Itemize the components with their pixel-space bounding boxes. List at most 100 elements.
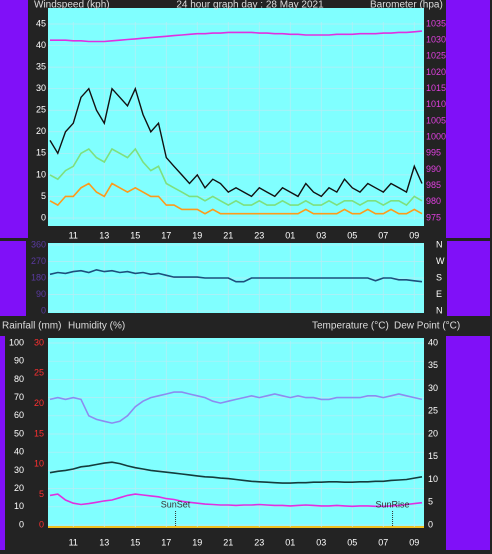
y-tick-label: 360 bbox=[31, 239, 46, 249]
series-line bbox=[49, 461, 423, 484]
x-tick-label: 23 bbox=[254, 230, 264, 240]
series-line bbox=[49, 268, 423, 283]
x-tick-label: 03 bbox=[316, 537, 326, 547]
series-line bbox=[49, 86, 423, 198]
y3-tick-label: 10 bbox=[34, 459, 44, 469]
y2-tick-label: 30 bbox=[428, 383, 438, 393]
y-tick-label: 50 bbox=[14, 428, 24, 438]
side-panel bbox=[446, 336, 490, 550]
y2-tick-label: 975 bbox=[426, 212, 441, 222]
axis-label: Rainfall (mm) bbox=[2, 321, 61, 332]
y2-tick-label: E bbox=[436, 289, 442, 299]
axis-label: Temperature (°C) bbox=[312, 321, 389, 332]
y2-tick-label: 1030 bbox=[426, 35, 446, 45]
x-tick-label: 19 bbox=[192, 537, 202, 547]
side-panel bbox=[446, 0, 490, 238]
y-tick-label: 25 bbox=[36, 105, 46, 115]
y-tick-label: 0 bbox=[41, 212, 46, 222]
axis-label: Barometer (hpa) bbox=[370, 0, 443, 11]
y-tick-label: 35 bbox=[36, 61, 46, 71]
chart-title: 24 hour graph day : 28 May 2021 bbox=[176, 0, 324, 11]
y2-tick-label: 40 bbox=[428, 337, 438, 347]
y-tick-label: 60 bbox=[14, 410, 24, 420]
y3-tick-label: 30 bbox=[34, 337, 44, 347]
y3-tick-label: 5 bbox=[39, 489, 44, 499]
y2-tick-label: 35 bbox=[428, 360, 438, 370]
y2-tick-label: N bbox=[436, 239, 443, 249]
y-tick-label: 10 bbox=[36, 169, 46, 179]
y-tick-label: 10 bbox=[14, 501, 24, 511]
y-tick-label: 90 bbox=[14, 356, 24, 366]
x-tick-label: 07 bbox=[378, 537, 388, 547]
annotation: SunRise bbox=[376, 499, 410, 509]
y-tick-label: 270 bbox=[31, 256, 46, 266]
y-tick-label: 0 bbox=[41, 305, 46, 315]
y2-tick-label: 20 bbox=[428, 428, 438, 438]
x-tick-label: 17 bbox=[161, 230, 171, 240]
y2-tick-label: S bbox=[436, 272, 442, 282]
y2-tick-label: 990 bbox=[426, 164, 441, 174]
y3-tick-label: 20 bbox=[34, 398, 44, 408]
y-tick-label: 15 bbox=[36, 148, 46, 158]
x-tick-label: 17 bbox=[161, 537, 171, 547]
plot-area bbox=[48, 338, 424, 528]
x-tick-label: 11 bbox=[69, 537, 78, 547]
x-tick-label: 05 bbox=[347, 537, 357, 547]
x-tick-label: 09 bbox=[409, 230, 419, 240]
y3-tick-label: 15 bbox=[34, 428, 44, 438]
y-tick-label: 40 bbox=[36, 40, 46, 50]
y-tick-label: 30 bbox=[14, 465, 24, 475]
side-panel bbox=[447, 241, 490, 316]
y-tick-label: 180 bbox=[31, 272, 46, 282]
y-tick-label: 30 bbox=[36, 83, 46, 93]
y2-tick-label: 5 bbox=[428, 497, 433, 507]
series-line bbox=[49, 147, 423, 207]
x-tick-label: 21 bbox=[223, 230, 233, 240]
side-panel bbox=[0, 241, 26, 316]
y-tick-label: 5 bbox=[41, 191, 46, 201]
x-tick-label: 09 bbox=[409, 537, 419, 547]
x-tick-label: 05 bbox=[347, 230, 357, 240]
x-tick-label: 01 bbox=[285, 230, 295, 240]
y-tick-label: 0 bbox=[19, 519, 24, 529]
y-tick-label: 40 bbox=[14, 447, 24, 457]
y-tick-label: 100 bbox=[9, 337, 24, 347]
y-tick-label: 20 bbox=[14, 483, 24, 493]
y2-tick-label: 15 bbox=[428, 451, 438, 461]
y2-tick-label: 1000 bbox=[426, 132, 446, 142]
y2-tick-label: N bbox=[436, 305, 443, 315]
x-tick-label: 13 bbox=[99, 537, 109, 547]
x-tick-label: 15 bbox=[130, 537, 140, 547]
y2-tick-label: 1035 bbox=[426, 18, 446, 28]
y-tick-label: 70 bbox=[14, 392, 24, 402]
series-line bbox=[49, 391, 423, 424]
y2-tick-label: 1010 bbox=[426, 99, 446, 109]
y2-tick-label: 980 bbox=[426, 196, 441, 206]
axis-label: Windspeed (kph) bbox=[34, 0, 110, 11]
side-panel bbox=[0, 0, 28, 238]
x-tick-label: 15 bbox=[130, 230, 140, 240]
series-line bbox=[49, 493, 423, 508]
annotation: SunSet bbox=[161, 499, 191, 509]
axis-label: Dew Point (°C) bbox=[394, 321, 460, 332]
y2-tick-label: 1005 bbox=[426, 115, 446, 125]
y-tick-label: 90 bbox=[36, 289, 46, 299]
y-tick-label: 80 bbox=[14, 374, 24, 384]
axis-label: Humidity (%) bbox=[68, 321, 125, 332]
x-tick-label: 21 bbox=[223, 537, 233, 547]
x-tick-label: 13 bbox=[99, 230, 109, 240]
y3-tick-label: 0 bbox=[39, 519, 44, 529]
y2-tick-label: 1015 bbox=[426, 83, 446, 93]
y2-tick-label: 25 bbox=[428, 406, 438, 416]
y2-tick-label: 1025 bbox=[426, 51, 446, 61]
x-tick-label: 07 bbox=[378, 230, 388, 240]
y-tick-label: 45 bbox=[36, 18, 46, 28]
x-tick-label: 01 bbox=[285, 537, 295, 547]
series-line bbox=[49, 182, 423, 215]
y2-tick-label: 10 bbox=[428, 474, 438, 484]
y2-tick-label: 985 bbox=[426, 180, 441, 190]
series-line bbox=[50, 30, 423, 43]
x-tick-label: 03 bbox=[316, 230, 326, 240]
y2-tick-label: 0 bbox=[428, 519, 433, 529]
